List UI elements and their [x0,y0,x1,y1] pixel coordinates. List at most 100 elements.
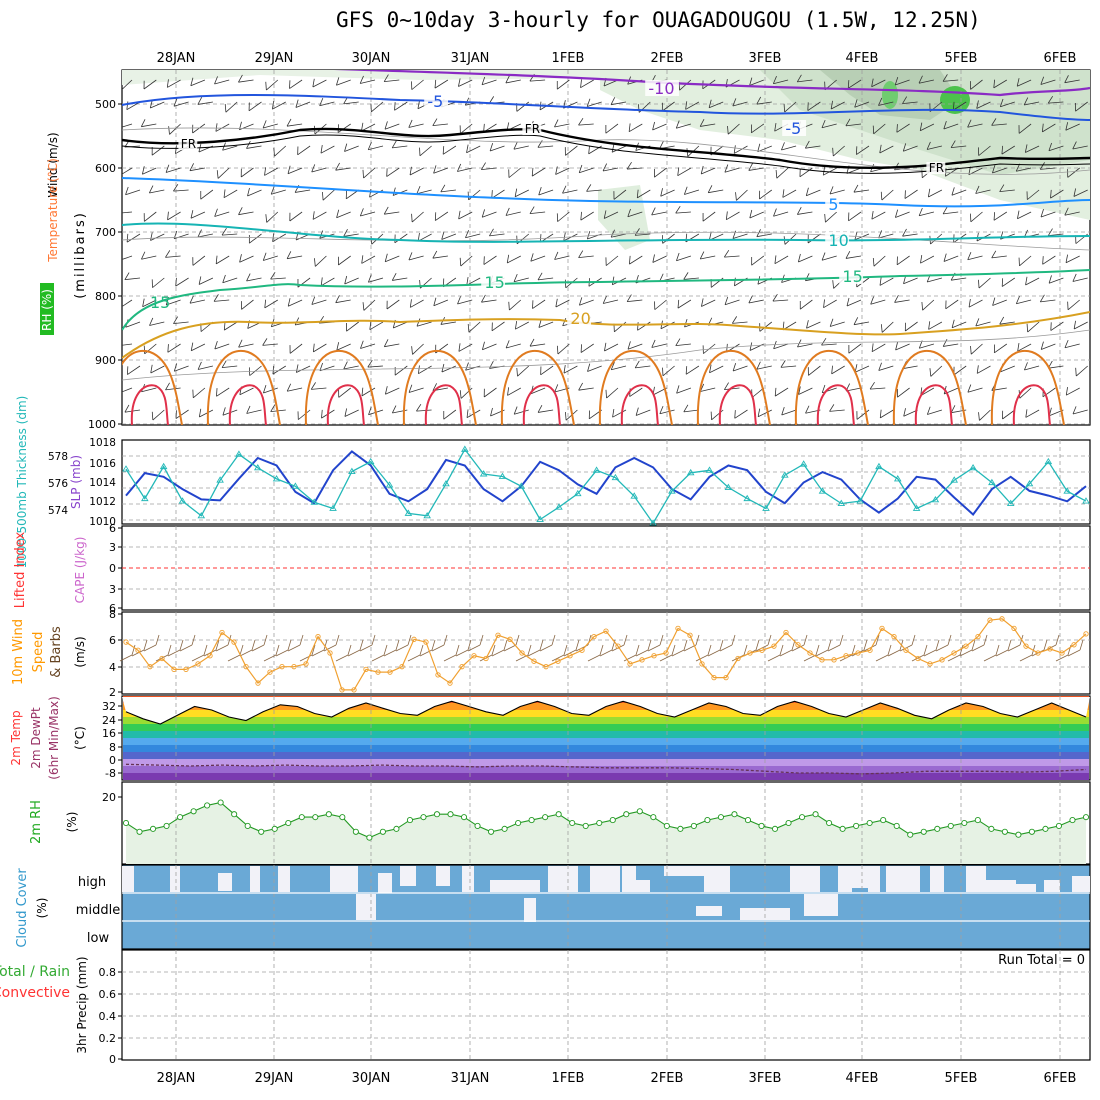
wind-barb [878,362,894,371]
wind-barb-flag [440,184,446,193]
wind-barb-shaft [930,365,943,377]
wind-barb [189,163,205,172]
wind-barb-flag [481,294,486,303]
wind-barb-shaft [1042,255,1056,265]
wind-barb-shaft [977,365,991,374]
wind-barb-flag [481,76,486,85]
wind-barb [853,317,870,326]
wind-barb [804,140,821,149]
wind-barb [416,403,432,412]
wind-barb [483,387,497,398]
wind-barb-shaft [821,123,837,129]
contour-label-bg [567,310,592,326]
wind10-barb [335,644,352,662]
wind-barb-shaft [951,321,967,329]
wind-barb-flag [659,141,664,149]
wind-barb-shaft [578,123,594,126]
wind-barb [386,299,400,310]
tick-label: 0.6 [99,988,117,1001]
wind-barb [554,251,570,260]
run-total: Run Total = 0 [998,953,1085,968]
wind-barb-flag [854,99,858,108]
chart-title: GFS 0~10day 3-hourly for OUAGADOUGOU (1.… [336,8,981,32]
wind-barb-flag [516,367,518,377]
wind-barb [126,233,141,243]
wind-barb-shaft [927,409,943,415]
wind-barb-shaft [384,211,400,215]
wind-barb-shaft [1017,343,1032,352]
wind-barb [1039,294,1056,303]
wind-barb [871,210,886,220]
wind-barb-shaft [217,167,230,179]
wind-barb-flag [531,167,534,177]
wind-barb-shaft [782,189,797,198]
wind-barb-shaft [565,145,578,156]
wind-barb-flag [926,141,931,150]
wind-barb-flag [441,231,445,240]
wind-barb-shaft [460,387,473,399]
rh-marker [799,814,806,821]
wind-barb-flag [602,163,608,172]
wind10-marker [987,617,993,623]
wind-barb-shaft [515,321,529,330]
wind10-marker [591,633,597,640]
wind-barb-flag [432,118,438,126]
wind-barb [683,404,699,413]
wind-barb-flag [942,338,948,347]
wind-barb [993,79,1008,89]
wind-barb [433,297,449,307]
wind-barb-flag [847,80,850,89]
wind-barb [612,408,627,418]
wind-barb-flag [675,120,680,129]
wind10-barb-flag [599,644,604,656]
rh-marker [920,828,927,835]
wind-barb-shaft [122,299,133,309]
wind10-barb [923,639,940,657]
rh-marker [393,825,400,832]
wind-barb [651,339,667,348]
wind10-barb [395,634,412,652]
wind-barb-shaft [853,189,870,193]
temp-line [125,700,1087,725]
wind-barb-flag [126,233,129,243]
wind-barb-flag [578,250,584,258]
wind-barb [458,210,473,220]
cloud-gap [490,880,540,892]
wind-barb-flag [879,277,882,286]
wind-barb-shaft [991,255,1007,259]
wind-barb [999,316,1015,325]
wind-barb-shaft [384,123,400,130]
rh-legend-swatch [40,283,54,335]
wind10-marker [759,647,765,653]
wind-barb-flag [683,404,689,413]
wind-barb [514,188,529,198]
wind-barb-shaft [554,123,570,128]
wind-barb [676,252,692,262]
wind-barb-shaft [942,79,959,82]
wind-barb-shaft [513,277,529,283]
rh-marker [366,834,373,841]
wind-barb-flag [897,388,898,398]
wind-barb-flag [392,187,396,196]
wind-barb-flag [1072,141,1077,150]
wind10-barb-shaft [1019,654,1033,662]
tick-label: 24 [102,714,116,727]
wind-barb [537,272,554,281]
wind-barb-shaft [481,167,497,171]
wind-barb-flag [943,253,947,262]
wind-barb-flag [295,364,299,373]
wind-barb-flag [344,275,348,285]
wind-barb-flag [408,384,413,393]
wind-barb-flag [605,124,607,134]
wind10-barb-shaft [551,654,565,662]
wind-barb [942,74,959,82]
wind-barb-shaft [968,299,983,308]
wind-barb-shaft [557,343,570,355]
cloud-gap [122,866,134,892]
top-date-label: 6FEB [1044,51,1077,66]
precip-grid [122,950,1090,1060]
wind10-barb-shaft [203,649,217,657]
wind10-marker [267,669,273,675]
cloud-panel: high middle low Cloud Cover (%) [15,864,1091,950]
